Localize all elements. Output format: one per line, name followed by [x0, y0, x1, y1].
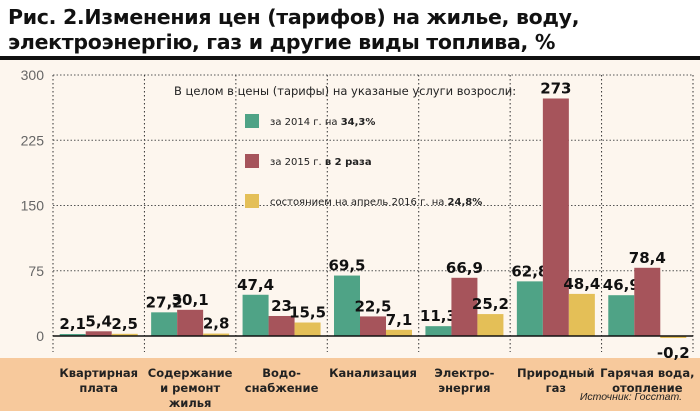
data-label: 22,5 [354, 297, 391, 315]
data-label: 46,9 [603, 276, 640, 294]
bar [177, 309, 204, 336]
legend-entry: состоянием на апрель 2016 г. на 24,8% [270, 197, 482, 208]
bar [151, 312, 178, 336]
data-label: 5,4 [85, 312, 112, 330]
bar [516, 281, 543, 336]
data-label: 25,2 [472, 295, 509, 313]
data-label: 66,9 [446, 259, 483, 277]
data-label: 30,1 [172, 291, 209, 309]
category-label: Природный [517, 366, 595, 380]
data-label: 27,2 [146, 293, 183, 311]
legend-entry: за 2015 г. в 2 раза [270, 157, 372, 168]
data-label: 62,8 [511, 262, 548, 280]
data-label: 15,5 [289, 304, 326, 322]
bar [542, 98, 569, 337]
category-label: и ремонт [160, 381, 220, 395]
data-label: 273 [540, 79, 571, 97]
bar [568, 293, 595, 336]
legend-entry: за 2014 г. на 34,3% [270, 117, 375, 128]
category-label: отопление [612, 381, 683, 395]
category-label: снабжение [245, 381, 319, 395]
data-label: 78,4 [629, 249, 666, 267]
bar [334, 275, 360, 336]
bar [386, 329, 412, 336]
category-label: Гарячая вода, [600, 366, 694, 380]
source-note: Источник: Госстат. [579, 391, 682, 403]
y-tick-label: 75 [28, 263, 44, 279]
y-tick-label: 150 [21, 198, 45, 214]
legend-title: В целом в цены (тарифы) на указаные услу… [174, 84, 516, 98]
bar [634, 267, 661, 336]
category-band [0, 358, 700, 411]
bar [608, 295, 635, 336]
legend-swatch [245, 114, 259, 128]
bar [268, 315, 295, 336]
y-tick-label: 225 [21, 132, 45, 148]
category-label: газ [546, 381, 566, 395]
chart-title: Рис. 2.Изменения цен (тарифов) на жилье,… [0, 0, 700, 60]
data-label: -0,2 [657, 344, 690, 362]
legend-swatch [245, 154, 259, 168]
data-label: 2,5 [111, 315, 138, 333]
bar [203, 333, 230, 336]
bar [477, 314, 504, 336]
bar [294, 322, 321, 336]
data-label: 2,1 [59, 315, 86, 333]
category-label: энергия [438, 381, 490, 395]
category-label: Квартирная [59, 366, 138, 380]
data-label: 47,4 [237, 276, 274, 294]
data-label: 23 [271, 297, 292, 315]
y-tick-label: 300 [21, 67, 45, 83]
category-label: Водо- [262, 366, 301, 380]
category-label: Канализация [329, 366, 417, 380]
bar [85, 331, 112, 336]
bar [660, 336, 687, 338]
bar [451, 277, 478, 336]
bar [111, 333, 138, 336]
category-label: Электро- [434, 366, 494, 380]
category-label: плата [79, 381, 118, 395]
legend-swatch [245, 194, 259, 208]
data-label: 2,8 [203, 315, 230, 333]
data-label: 69,5 [328, 257, 365, 275]
category-label: Содержание [148, 366, 233, 380]
data-label: 48,4 [563, 275, 600, 293]
bar [242, 294, 269, 336]
y-tick-label: 0 [36, 328, 44, 344]
category-label: жилья [169, 396, 212, 410]
bar [425, 326, 452, 336]
bar [59, 334, 86, 336]
data-label: 7,1 [386, 311, 413, 329]
data-label: 11,3 [420, 307, 457, 325]
bar [360, 316, 386, 336]
